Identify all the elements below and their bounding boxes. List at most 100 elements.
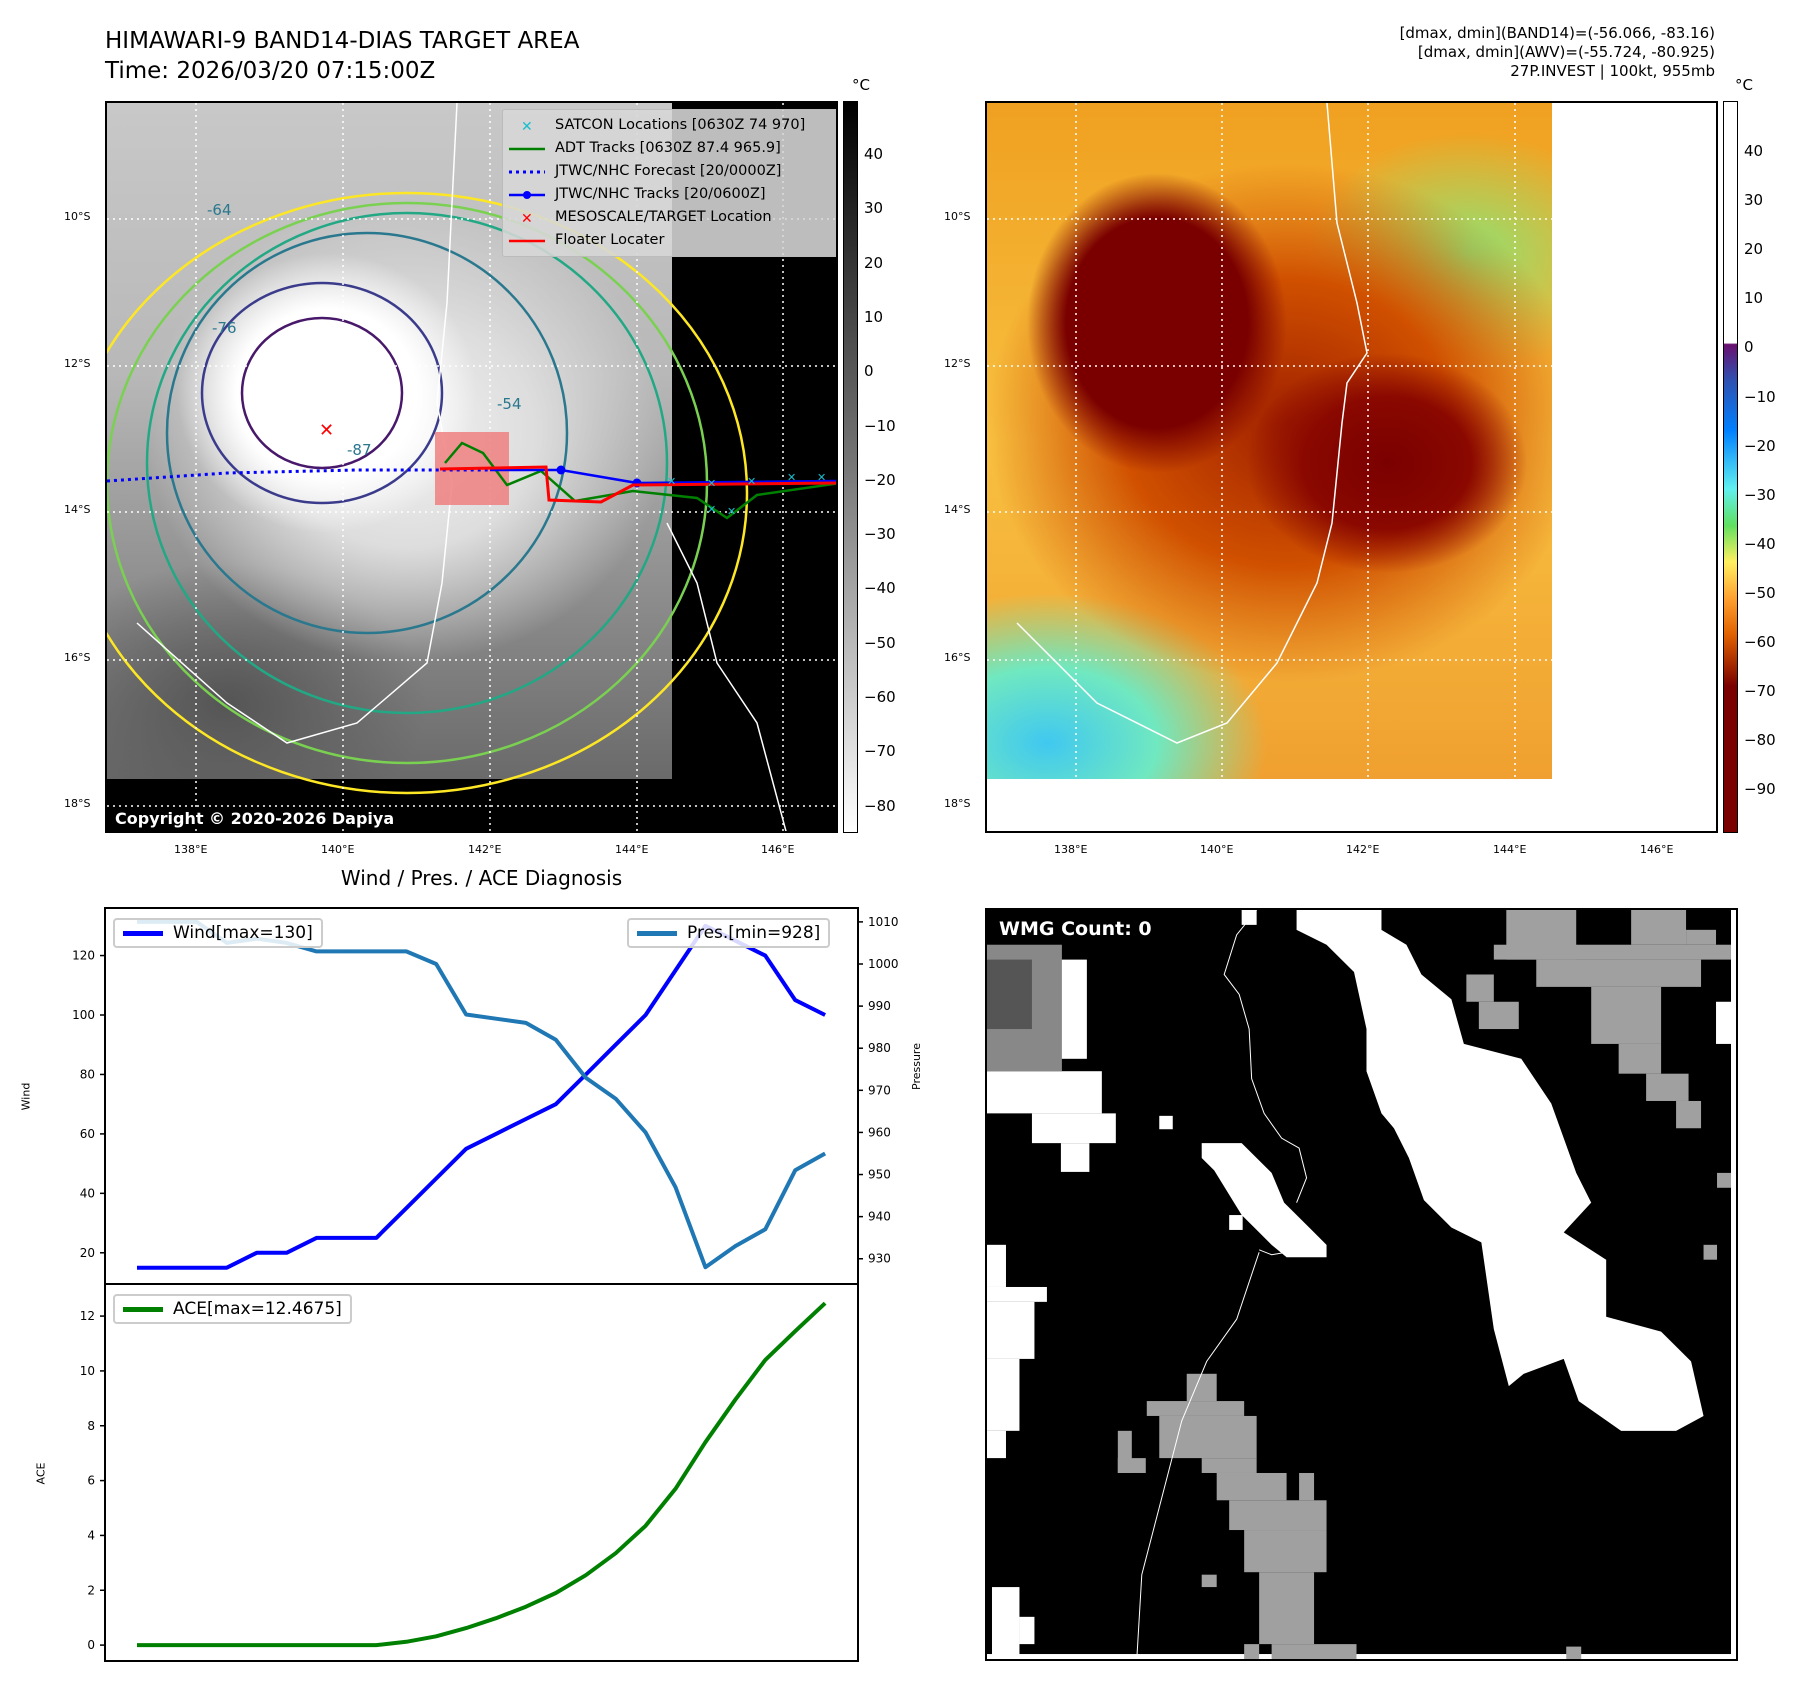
map-tick-label: 144°E [615, 843, 649, 856]
pressure-legend: Pres.[min=928] [627, 918, 831, 948]
ace-legend-swatch [123, 1306, 163, 1312]
series-line [137, 919, 827, 1270]
map-tick-label: 146°E [1640, 843, 1674, 856]
legend-label: Floater Locater [555, 232, 665, 248]
wind-legend: Wind[max=130] [113, 918, 323, 948]
contour-54 [145, 211, 669, 715]
ace-legend-label: ACE[max=12.4675] [173, 1299, 342, 1319]
jtwc-track [490, 468, 836, 485]
ace-legend: ACE[max=12.4675] [113, 1294, 352, 1324]
series-line [137, 1301, 827, 1648]
y2-tick-label: 950 [868, 1168, 891, 1182]
map-tick-label: 12°S [944, 357, 971, 370]
map-tick-label: 16°S [64, 651, 91, 664]
svg-text:✕: ✕ [707, 503, 716, 516]
svg-text:✕: ✕ [521, 211, 533, 227]
map-tick-label: 144°E [1493, 843, 1527, 856]
colorbar-tick-label: −40 [1744, 534, 1776, 553]
y-tick-label: 2 [87, 1583, 95, 1597]
y-tick-label: 8 [87, 1419, 95, 1433]
y-tick-label: 6 [87, 1474, 95, 1488]
colorbar-tick-label: −20 [1744, 436, 1776, 455]
y2-tick-label: 970 [868, 1083, 891, 1097]
y2-tick-label: 980 [868, 1041, 891, 1055]
intensity-info: [dmax, dmin](BAND14)=(-56.066, -83.16) [… [1400, 24, 1715, 81]
y-tick-label: 40 [80, 1186, 95, 1200]
series-line [137, 923, 826, 1270]
target-location-marker: ✕ [319, 420, 334, 441]
colorbar-tick-label: 0 [1744, 338, 1754, 357]
coastline [1136, 910, 1308, 1659]
coastline [136, 103, 787, 831]
svg-text:✕: ✕ [521, 119, 533, 135]
svg-text:✕: ✕ [707, 477, 716, 490]
colorbar-tick-label: 0 [864, 362, 874, 381]
line-dot-icon [509, 190, 545, 199]
contour-87 [240, 316, 404, 470]
svg-text:✕: ✕ [787, 471, 796, 484]
map-tick-label: 138°E [174, 843, 208, 856]
svg-text:✕: ✕ [667, 475, 676, 488]
y2-tick-label: 1010 [868, 915, 899, 929]
solid-line-icon [509, 147, 545, 150]
info-awv: [dmax, dmin](AWV)=(-55.724, -80.925) [1417, 43, 1715, 61]
wind-legend-label: Wind[max=130] [173, 923, 313, 943]
legend-item: JTWC/NHC Forecast [20/0000Z] [509, 160, 836, 183]
y2-tick-label: 940 [868, 1210, 891, 1224]
contour-34 [107, 191, 749, 795]
awv-map [985, 101, 1718, 833]
colorbar-awv [1723, 101, 1738, 833]
y-tick-label: 100 [72, 1008, 95, 1022]
map-legend: ✕ SATCON Locations [0630Z 74 970] ADT Trac… [502, 109, 836, 257]
y2-tick-label: 930 [868, 1252, 891, 1266]
map-tick-label: 140°E [1200, 843, 1234, 856]
colorbar-tick-label: −10 [1744, 387, 1776, 406]
chart-title: Wind / Pres. / ACE Diagnosis [340, 866, 623, 890]
map-tick-label: 16°S [944, 651, 971, 664]
map-tick-label: 10°S [944, 210, 971, 223]
legend-label: JTWC/NHC Forecast [20/0000Z] [555, 163, 782, 179]
wmg-white-cells [987, 910, 1732, 1659]
colorbar-tick-label: −30 [864, 525, 896, 544]
coastline [1016, 103, 1368, 744]
map-tick-label: 14°S [944, 503, 971, 516]
y2-tick-label: 990 [868, 999, 891, 1013]
colorbar-tick-label: −60 [864, 688, 896, 706]
awv-imagery [987, 103, 1552, 779]
colorbar-tick-label: −60 [1744, 633, 1776, 651]
y-tick-label: 12 [80, 1309, 95, 1323]
band14-map: ✕ ✕ ✕ ✕ ✕ ✕ ✕ ✕ -64 -76 -54 -87 ✕ SATCON Locati… [105, 101, 838, 833]
colorbar-tick-label: −80 [864, 796, 896, 815]
legend-label: MESOSCALE/TARGET Location [555, 209, 772, 225]
plot-frame [104, 1283, 859, 1662]
colorbar-tick-label: 20 [864, 253, 884, 272]
jtwc-track-point [556, 465, 566, 475]
contour-64 [165, 231, 569, 635]
map-tick-label: 142°E [1346, 843, 1380, 856]
map-tick-label: 140°E [321, 843, 355, 856]
y-tick-label: 120 [72, 949, 95, 963]
svg-text:✕: ✕ [817, 471, 826, 484]
map-tick-label: 14°S [64, 503, 91, 516]
map-tick-label: 12°S [64, 357, 91, 370]
pressure-legend-swatch [637, 930, 677, 936]
info-band14: [dmax, dmin](BAND14)=(-56.066, -83.16) [1399, 24, 1715, 42]
colorbar-grayscale [843, 101, 858, 833]
colorbar-tick-label: −70 [864, 742, 896, 761]
colorbar-tick-label: −10 [864, 416, 896, 435]
colorbar-unit: °C [852, 76, 870, 94]
pressure-legend-label: Pres.[min=928] [687, 923, 821, 943]
map-tick-label: 18°S [944, 797, 971, 810]
wmg-count-label: WMG Count: 0 [991, 914, 1160, 944]
satcon-markers: ✕ ✕ ✕ ✕ ✕ ✕ ✕ [667, 471, 826, 518]
legend-label: ADT Tracks [0630Z 87.4 965.9] [555, 140, 781, 156]
wmg-panel: WMG Count: 0 [985, 908, 1738, 1661]
legend-item: ✕ MESOSCALE/TARGET Location [509, 206, 836, 229]
svg-text:-87: -87 [347, 441, 372, 459]
colorbar-tick-label: −50 [1744, 583, 1776, 602]
colorbar-tick-label: −90 [1744, 780, 1776, 799]
legend-item: ✕ SATCON Locations [0630Z 74 970] [509, 114, 836, 137]
gridlines [107, 103, 836, 831]
y-tick-label: 20 [80, 1246, 95, 1260]
colorbar-tick-label: −30 [1744, 485, 1776, 504]
